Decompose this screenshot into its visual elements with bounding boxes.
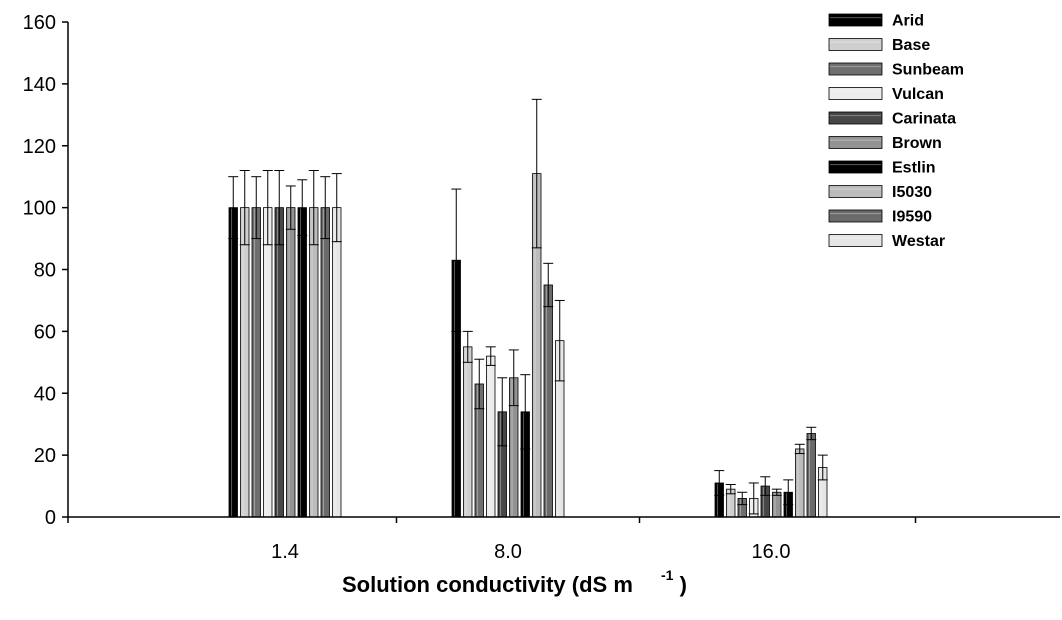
x-axis-title-main: Solution conductivity (dS m <box>342 572 633 597</box>
legend-swatch <box>828 136 883 149</box>
bar-brown-1-4 <box>286 207 296 518</box>
error-bar-arid-8-0 <box>451 188 462 332</box>
legend-label: I9590 <box>892 209 932 226</box>
error-bar-i5030-16-0 <box>794 443 805 455</box>
bar-i9590-16-0 <box>806 433 816 518</box>
error-bar-brown-16-0 <box>771 488 782 496</box>
legend-item-carinata: Carinata <box>828 111 956 128</box>
legend-item-arid: Arid <box>828 13 924 30</box>
legend-swatch <box>828 111 883 125</box>
legend-label: Westar <box>892 233 945 250</box>
error-bar-i5030-1-4 <box>308 170 319 246</box>
error-bar-arid-1-4 <box>228 176 239 240</box>
legend-label: Sunbeam <box>892 62 964 79</box>
error-bar-i5030-8-0 <box>531 98 542 249</box>
bar-arid-1-4 <box>228 207 238 518</box>
bar-vulcan-1-4 <box>263 207 273 518</box>
legend-item-westar: Westar <box>828 233 945 250</box>
error-bar-i9590-16-0 <box>806 426 817 441</box>
legend-label: I5030 <box>892 184 932 201</box>
error-bar-estlin-1-4 <box>297 179 308 236</box>
legend-item-i5030: I5030 <box>828 184 932 201</box>
bar-sunbeam-1-4 <box>251 207 261 518</box>
error-bar-carinata-1-4 <box>274 170 285 246</box>
legend-label: Carinata <box>892 111 956 128</box>
legend-item-sunbeam: Sunbeam <box>828 62 964 79</box>
x-tick-label: 8.0 <box>494 541 522 563</box>
bar-carinata-1-4 <box>274 207 284 518</box>
error-bar-westar-8-0 <box>554 299 565 382</box>
legend-label: Brown <box>892 135 942 152</box>
x-tick-label: 16.0 <box>752 541 791 563</box>
legend-item-estlin: Estlin <box>828 160 936 177</box>
legend-label: Base <box>892 37 930 54</box>
error-bar-vulcan-1-4 <box>262 170 273 246</box>
legend-label: Estlin <box>892 160 936 177</box>
bar-base-1-4 <box>240 207 250 518</box>
bar-i5030-1-4 <box>309 207 319 518</box>
legend-swatch <box>828 62 883 76</box>
legend-label: Vulcan <box>892 86 944 103</box>
error-bar-vulcan-16-0 <box>748 482 759 515</box>
legend-swatch <box>828 13 883 27</box>
error-bar-base-16-0 <box>725 484 736 495</box>
legend-swatch <box>828 87 883 100</box>
error-bar-carinata-16-0 <box>760 476 771 496</box>
y-tick-label: 60 <box>34 321 56 343</box>
x-axis-title-superscript: -1 <box>661 567 674 583</box>
y-tick-label: 100 <box>23 198 56 220</box>
y-tick-label: 120 <box>23 136 56 158</box>
y-tick-label: 20 <box>34 445 56 467</box>
x-axis-ticks: 1.4 8.0 16.0 <box>67 517 917 563</box>
error-bar-brown-8-0 <box>508 349 519 407</box>
legend-swatch <box>828 234 883 247</box>
legend-swatch <box>828 38 883 51</box>
y-tick-label: 40 <box>34 383 56 405</box>
error-bar-arid-16-0 <box>714 470 725 496</box>
error-bar-carinata-8-0 <box>497 377 508 447</box>
y-tick-label: 160 <box>23 12 56 34</box>
legend-item-vulcan: Vulcan <box>828 86 944 103</box>
x-axis-title: Solution conductivity (dS m -1 ) <box>342 560 687 597</box>
legend-item-brown: Brown <box>828 135 942 152</box>
error-bar-estlin-16-0 <box>783 479 794 506</box>
bar-i9590-1-4 <box>320 207 330 518</box>
bar-base-8-0 <box>463 346 473 518</box>
bar-westar-1-4 <box>332 207 342 518</box>
error-bars-layer <box>228 98 828 515</box>
error-bar-base-1-4 <box>239 170 250 246</box>
error-bar-i9590-1-4 <box>320 176 331 240</box>
error-bar-sunbeam-1-4 <box>251 176 262 240</box>
legend-label: Arid <box>892 13 924 30</box>
y-tick-label: 80 <box>34 260 56 282</box>
bar-i9590-8-0 <box>543 284 553 518</box>
error-bar-brown-1-4 <box>285 185 296 230</box>
bar-estlin-1-4 <box>297 207 307 518</box>
bars-layer <box>228 173 828 518</box>
error-bar-sunbeam-16-0 <box>737 491 748 506</box>
y-tick-label: 0 <box>45 507 56 529</box>
y-tick-label: 140 <box>23 74 56 96</box>
error-bar-sunbeam-8-0 <box>474 358 485 410</box>
bar-vulcan-8-0 <box>486 355 496 518</box>
error-bar-vulcan-8-0 <box>485 346 496 366</box>
legend-swatch <box>828 209 883 223</box>
error-bar-base-8-0 <box>462 330 473 363</box>
bar-brown-16-0 <box>772 491 782 518</box>
error-bar-westar-1-4 <box>331 173 342 243</box>
bar-i5030-16-0 <box>795 448 805 518</box>
legend-swatch <box>828 160 883 174</box>
y-axis-ticks: 0 20 40 60 80 100 120 140 160 <box>23 12 68 529</box>
legend-swatch <box>828 185 883 198</box>
x-tick-label: 1.4 <box>271 541 299 563</box>
error-bar-i9590-8-0 <box>543 262 554 308</box>
legend-item-base: Base <box>828 37 930 54</box>
x-axis-title-close: ) <box>680 572 687 597</box>
error-bar-westar-16-0 <box>817 454 828 481</box>
legend-item-i9590: I9590 <box>828 209 932 226</box>
error-bar-estlin-8-0 <box>520 374 531 450</box>
legend: Arid Base Sunbeam Vulcan Carinata Brown Estlin… <box>828 13 964 250</box>
